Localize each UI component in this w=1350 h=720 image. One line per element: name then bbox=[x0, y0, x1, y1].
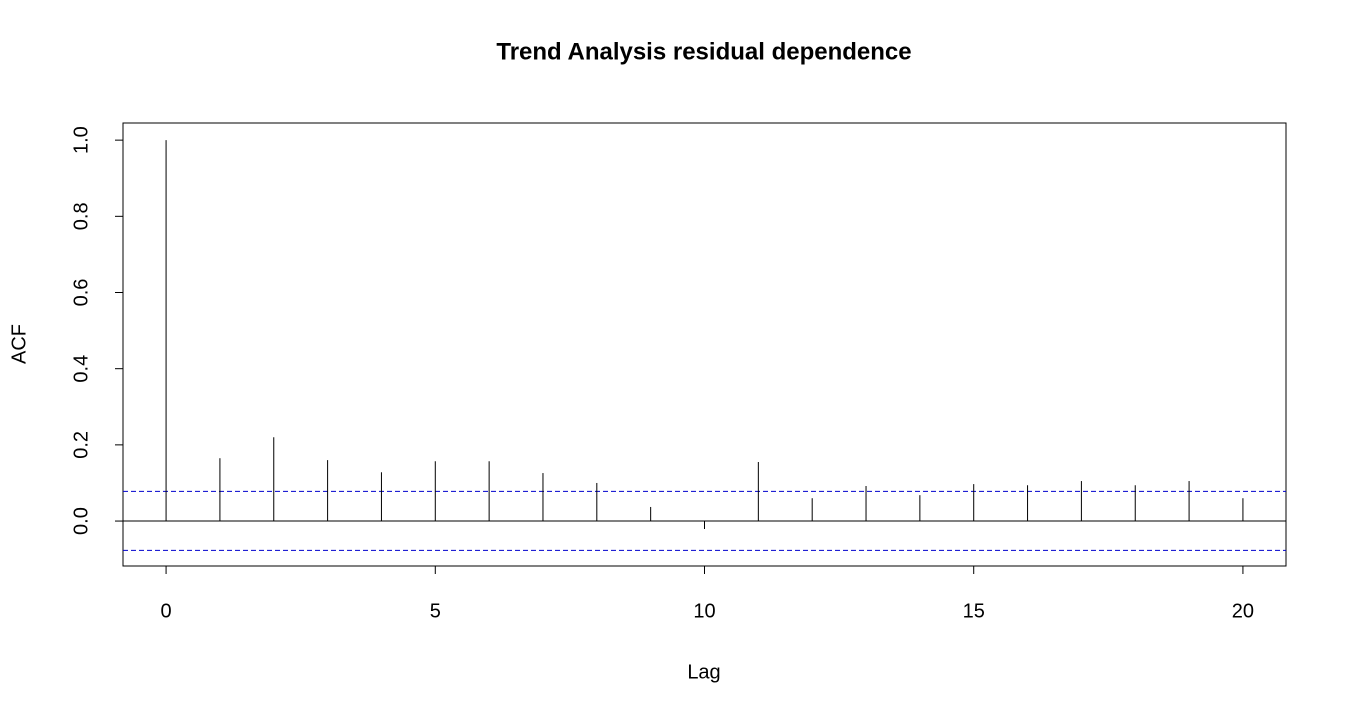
y-tick-label: 0.6 bbox=[70, 279, 92, 307]
x-tick-label: 0 bbox=[161, 600, 172, 622]
y-tick-label: 0.8 bbox=[70, 202, 92, 230]
chart-title: Trend Analysis residual dependence bbox=[496, 38, 911, 65]
x-tick-label: 10 bbox=[693, 600, 715, 622]
y-tick-label: 1.0 bbox=[70, 126, 92, 154]
x-tick-label: 15 bbox=[963, 600, 985, 622]
plot-frame bbox=[122, 122, 1287, 567]
x-tick-label: 20 bbox=[1232, 600, 1254, 622]
x-axis-label: Lag bbox=[687, 661, 720, 683]
y-tick-label: 0.0 bbox=[70, 507, 92, 535]
x-tick-label: 5 bbox=[430, 600, 441, 622]
y-tick-label: 0.2 bbox=[70, 431, 92, 459]
y-tick-label: 0.4 bbox=[70, 355, 92, 383]
y-axis-label: ACF bbox=[8, 324, 30, 364]
